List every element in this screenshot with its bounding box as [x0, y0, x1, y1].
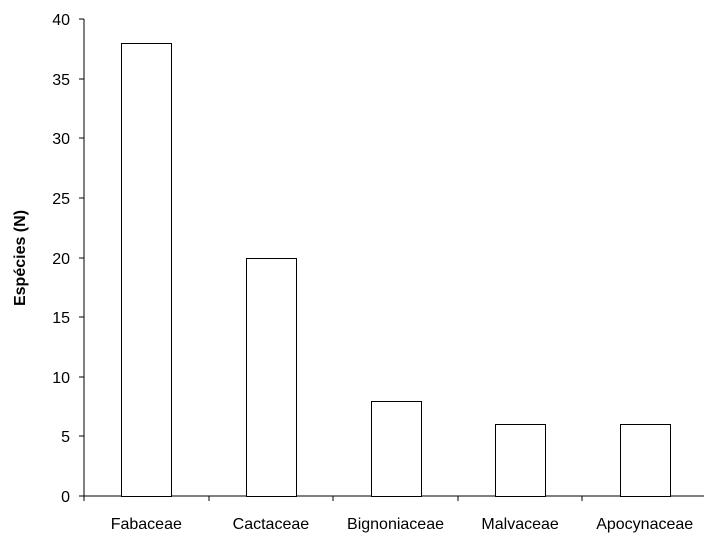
bar	[246, 258, 297, 497]
axes	[79, 18, 704, 501]
y-tick-label: 0	[61, 489, 70, 506]
y-tick-label: 5	[61, 429, 70, 446]
y-axis-title: Espécies (N)	[12, 210, 29, 306]
y-tick-label: 40	[52, 12, 70, 29]
y-tick-label: 25	[52, 191, 70, 208]
y-tick-label: 15	[52, 310, 70, 327]
bar	[495, 424, 546, 497]
bars	[121, 43, 671, 497]
x-category-label: Fabaceae	[111, 516, 182, 533]
x-category-label: Bignoniaceae	[347, 516, 444, 533]
bar	[121, 43, 172, 497]
category-labels: Fabaceae Cactaceae Bignoniaceae Malvaceae Ap…	[111, 516, 694, 533]
y-tick-label: 35	[52, 72, 70, 89]
tick-labels: 0 5 10 15 20 25 30 35 40	[52, 12, 70, 506]
y-tick-label: 20	[52, 251, 70, 268]
x-category-label: Apocynaceae	[596, 516, 693, 533]
x-category-label: Cactaceae	[233, 516, 310, 533]
x-category-label: Malvaceae	[481, 516, 558, 533]
y-tick-label: 30	[52, 131, 70, 148]
bar	[620, 424, 671, 497]
y-tick-label: 10	[52, 370, 70, 387]
bar	[371, 401, 422, 497]
